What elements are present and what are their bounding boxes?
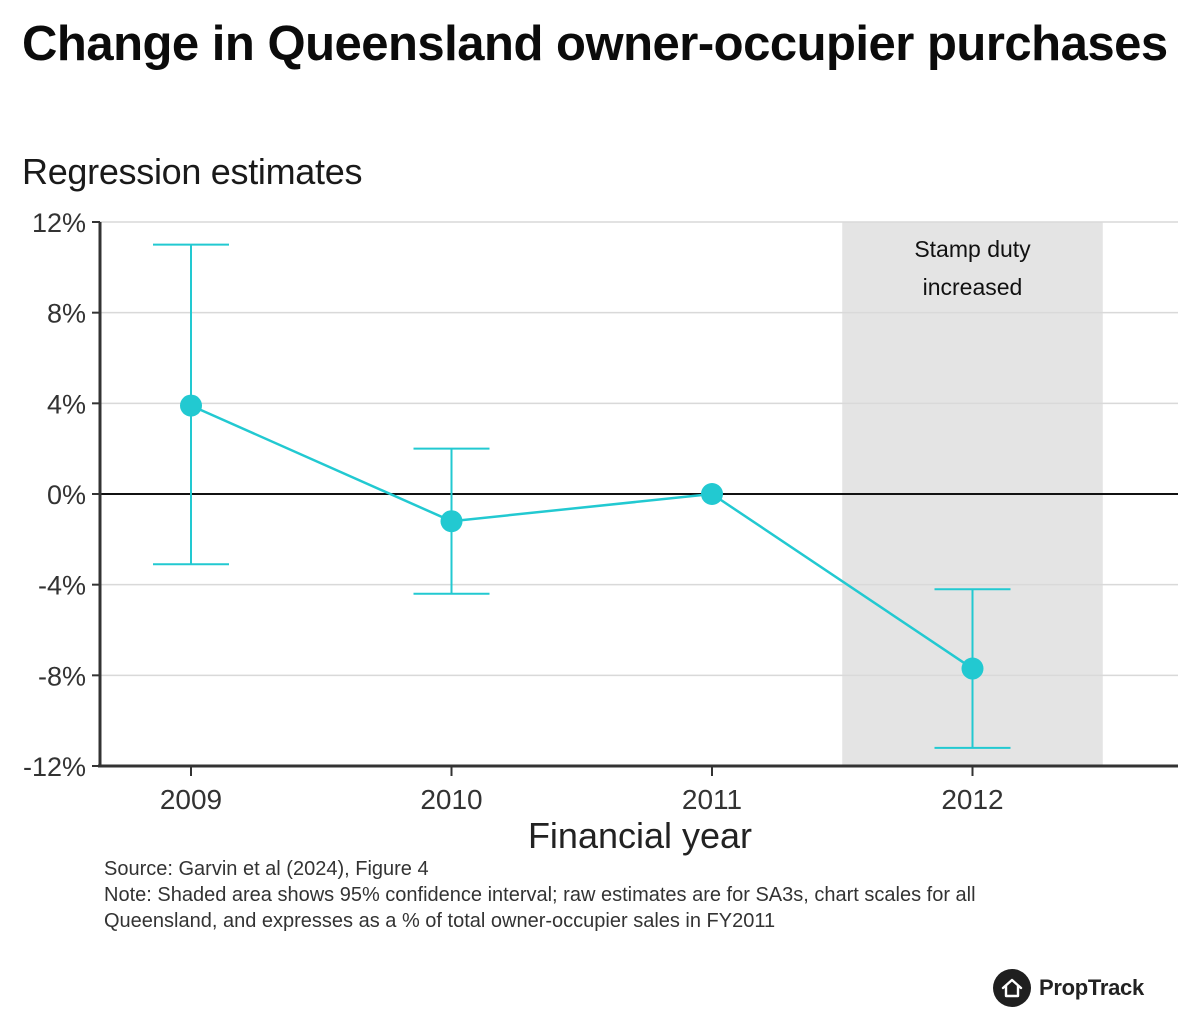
chart-title: Change in Queensland owner-occupier purc… xyxy=(22,17,1168,71)
source-text: Source: Garvin et al (2024), Figure 4 xyxy=(104,858,429,880)
house-logo-icon xyxy=(993,969,1031,1007)
y-tick-label: 0% xyxy=(47,480,86,510)
x-tick-label: 2011 xyxy=(682,784,742,815)
x-tick-label: 2010 xyxy=(420,784,482,815)
y-tick-label: 8% xyxy=(47,299,86,329)
brand-name: PropTrack xyxy=(1039,975,1144,1000)
x-axis-title: Financial year xyxy=(528,815,752,856)
x-axis-ticks: 2009 2010 2011 2012 xyxy=(160,766,1004,815)
data-point xyxy=(440,510,463,533)
chart-notes: Source: Garvin et al (2024), Figure 4 No… xyxy=(104,856,1104,934)
shaded-region-label-line1: Stamp duty xyxy=(914,236,1031,262)
shaded-region-label-line2: increased xyxy=(923,274,1023,300)
note-text-line1: Note: Shaded area shows 95% confidence i… xyxy=(104,884,976,906)
y-tick-label: 4% xyxy=(47,389,86,419)
note-text-line2: Queensland, and expresses as a % of tota… xyxy=(104,910,776,932)
data-point xyxy=(180,394,202,417)
y-tick-label: -12% xyxy=(23,752,86,782)
series-line xyxy=(190,404,974,670)
brand-logo: PropTrack xyxy=(993,968,1144,1008)
chart-svg: 12% 8% 4% 0% -4% -8% -12% 2009 2010 2011 2012 Sta… xyxy=(23,208,1178,856)
data-point xyxy=(701,483,723,505)
x-tick-label: 2012 xyxy=(941,784,1003,815)
data-point xyxy=(961,657,984,680)
y-axis-ticks: 12% 8% 4% 0% -4% -8% -12% xyxy=(23,208,100,782)
data-points xyxy=(180,394,984,680)
y-tick-label: 12% xyxy=(32,208,86,238)
chart-subtitle: Regression estimates xyxy=(22,151,363,192)
y-tick-label: -8% xyxy=(38,661,86,691)
grid-lines xyxy=(100,221,1178,677)
x-tick-label: 2009 xyxy=(160,784,222,815)
y-tick-label: -4% xyxy=(38,571,86,601)
